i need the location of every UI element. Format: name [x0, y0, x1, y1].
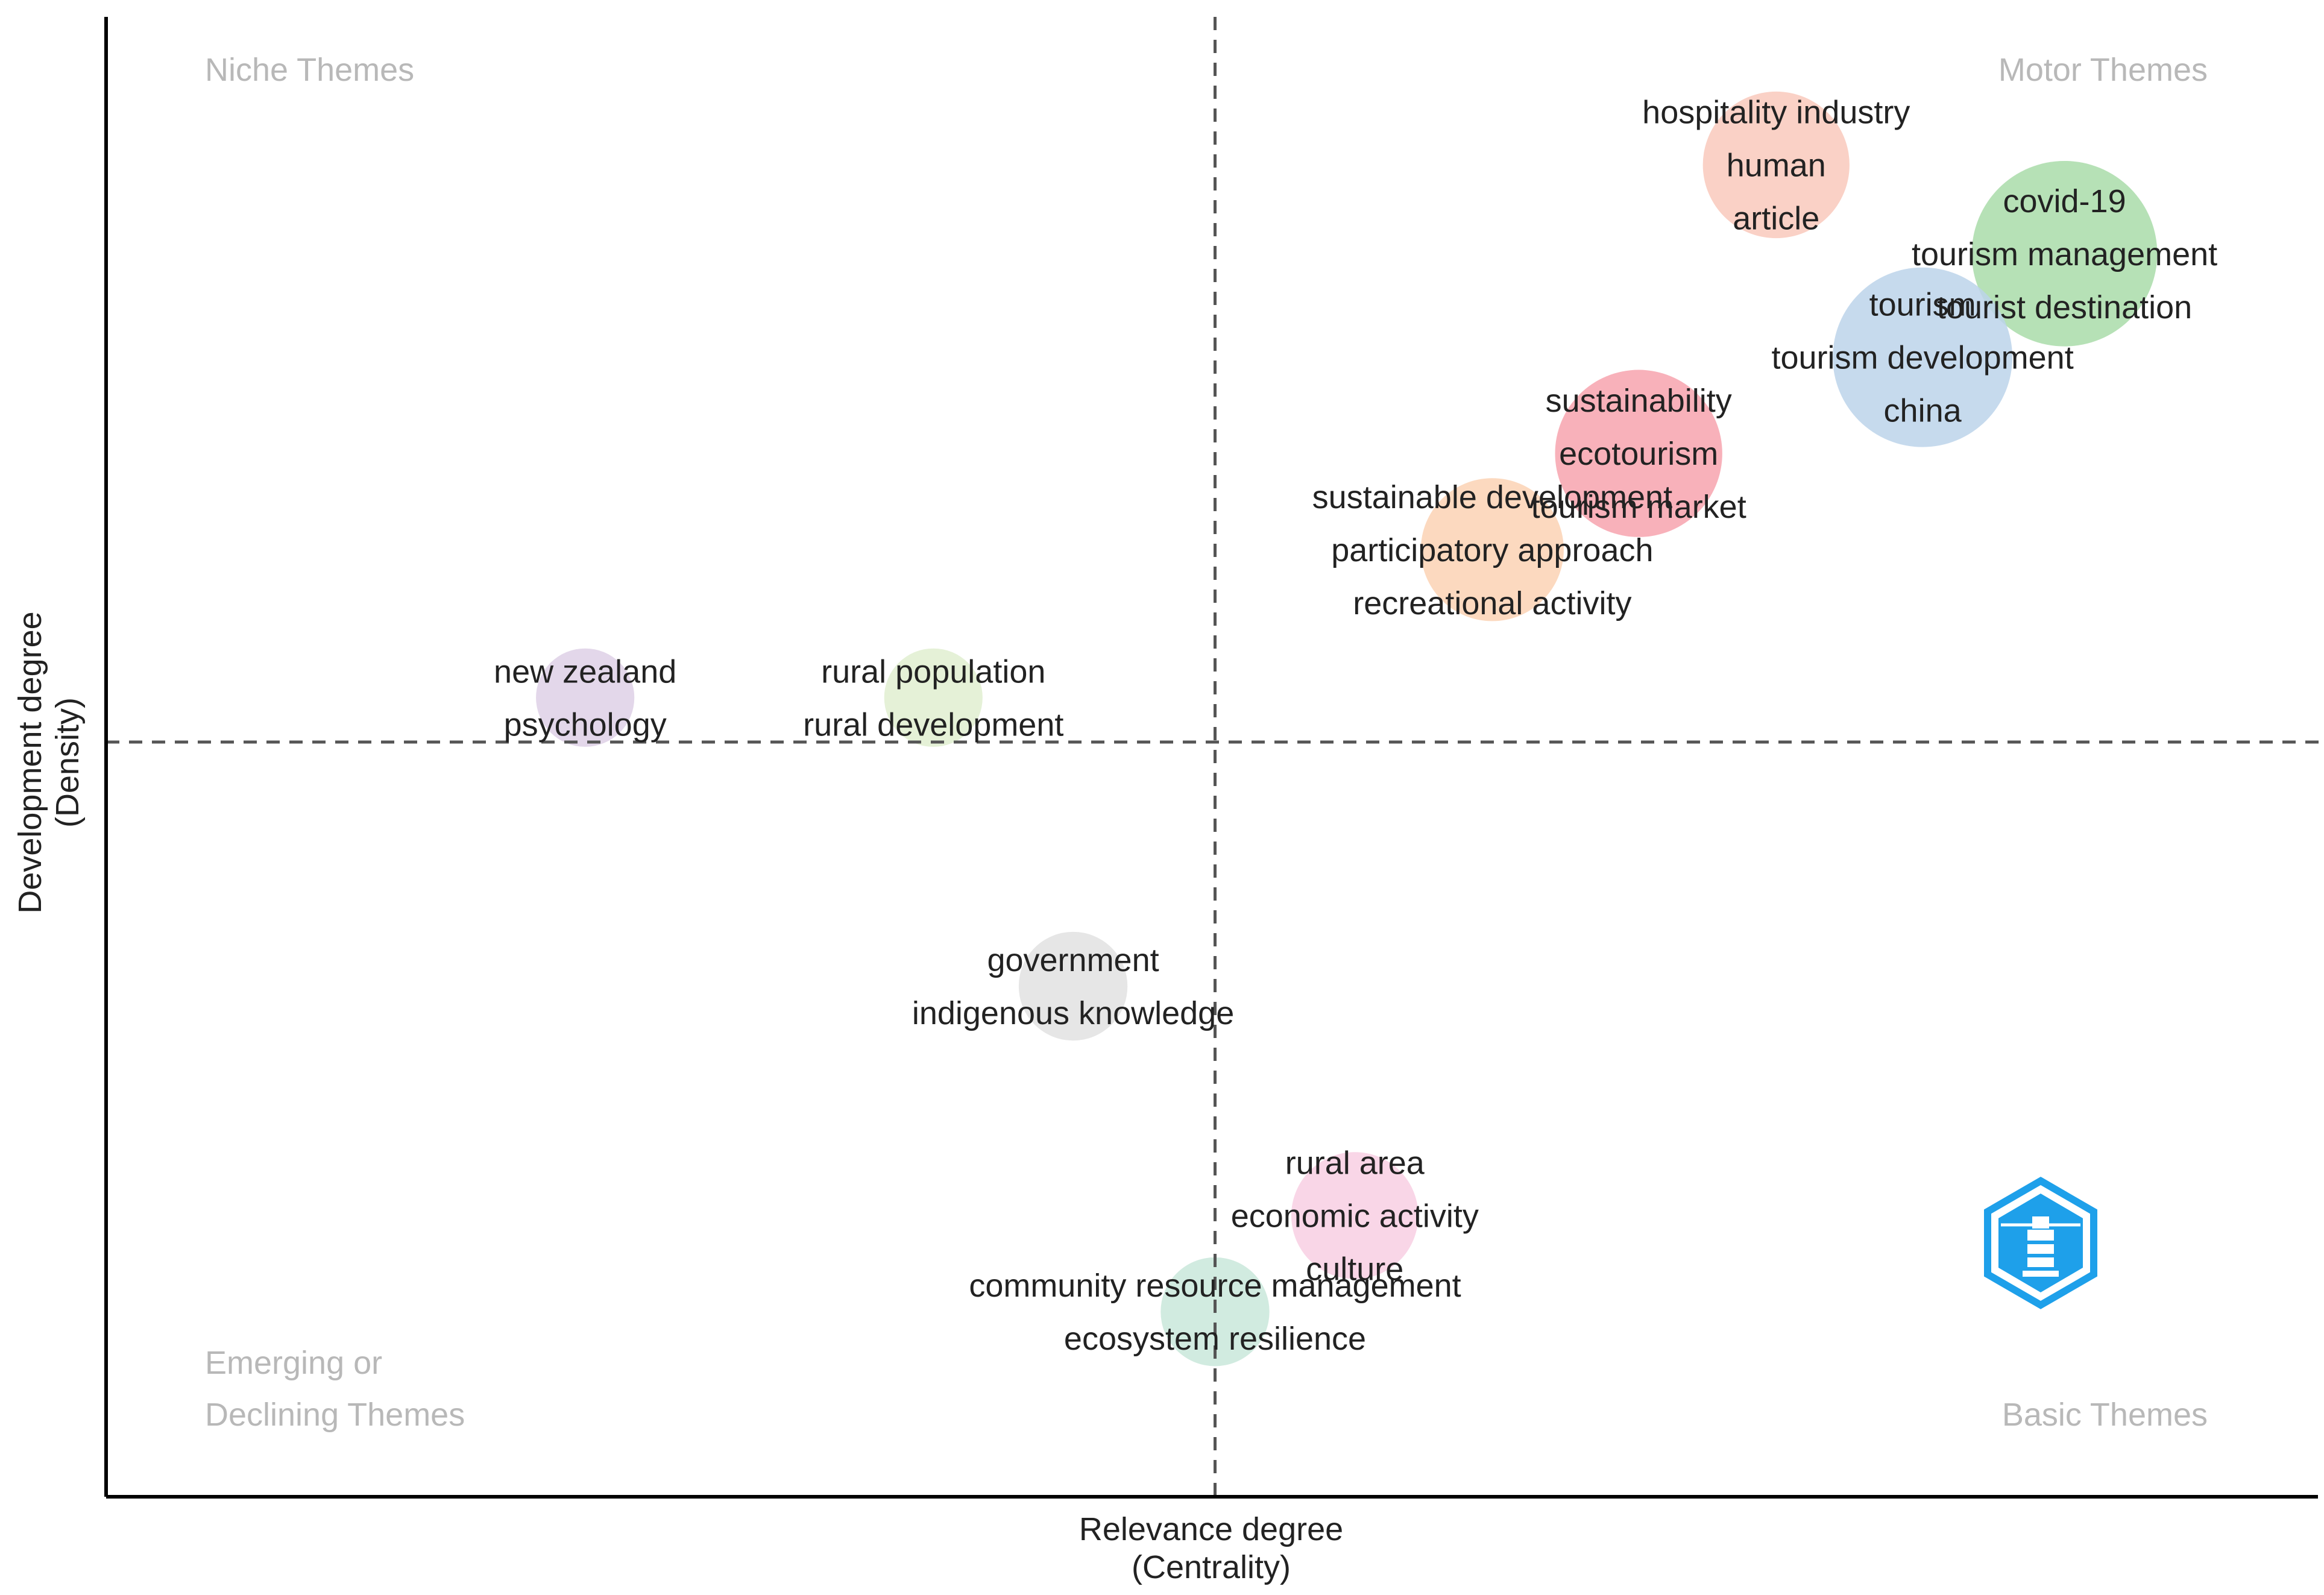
cluster-label: china — [1884, 393, 1962, 429]
quadrant-label-emerging-line2: Declining Themes — [205, 1397, 465, 1433]
cluster-label: rural area — [1285, 1145, 1425, 1181]
cluster-label: covid-19 — [2003, 183, 2126, 219]
cluster-label: new zealand — [494, 653, 676, 690]
cluster-label: tourism — [1869, 287, 1976, 323]
cluster-bubble-2 — [1833, 267, 2013, 447]
x-axis-title-line2: (Centrality) — [1132, 1549, 1291, 1585]
quadrant-label-basic: Basic Themes — [2002, 1397, 2208, 1433]
quadrant-label-motor: Motor Themes — [1998, 52, 2208, 88]
cluster-bubbles — [536, 91, 2158, 1367]
cluster-bubble-5 — [536, 648, 635, 747]
cluster-bubble-1 — [1971, 160, 2158, 347]
x-axis-title-line1: Relevance degree — [1079, 1511, 1343, 1547]
cluster-label: rural development — [803, 706, 1063, 743]
cluster-label: human — [1727, 148, 1826, 184]
cluster-label: culture — [1306, 1251, 1403, 1288]
cluster-label: article — [1733, 201, 1819, 237]
cluster-label: ecosystem resilience — [1064, 1321, 1366, 1357]
cluster-bubble-3 — [1555, 370, 1722, 537]
cluster-label: recreational activity — [1353, 585, 1631, 621]
cluster-label: ecotourism — [1559, 436, 1718, 472]
cluster-label: sustainability — [1546, 383, 1732, 419]
cluster-bubble-0 — [1702, 91, 1850, 239]
cluster-label: rural population — [821, 653, 1045, 690]
hexagon-logo — [1984, 1177, 2097, 1309]
cluster-label: participatory approach — [1331, 532, 1653, 568]
cluster-label: tourism management — [1912, 236, 2217, 272]
y-axis-title-line2: (Density) — [49, 697, 86, 828]
cluster-label: community resource management — [969, 1268, 1461, 1304]
cluster-label: government — [987, 942, 1159, 978]
cluster-label: tourism development — [1771, 340, 2073, 376]
cluster-label: hospitality industry — [1642, 95, 1910, 131]
cluster-label: tourist destination — [1937, 289, 2192, 326]
cluster-label: tourism market — [1531, 489, 1746, 525]
cluster-bubble-8 — [1291, 1152, 1419, 1279]
cluster-label: economic activity — [1231, 1198, 1479, 1235]
cluster-bubble-4 — [1420, 478, 1564, 621]
cluster-label: indigenous knowledge — [912, 995, 1234, 1031]
cluster-labels: hospitality industry human article covid-19… — [494, 95, 2217, 1357]
quadrant-label-emerging-line1: Emerging or — [205, 1345, 382, 1381]
cluster-bubble-7 — [1018, 931, 1128, 1041]
quadrant-label-niche: Niche Themes — [205, 52, 414, 88]
cluster-label: psychology — [504, 706, 667, 743]
cluster-label: sustainable development — [1312, 479, 1672, 515]
y-axis-title-line1: Development degree — [12, 611, 48, 913]
cluster-bubble-6 — [884, 648, 983, 747]
